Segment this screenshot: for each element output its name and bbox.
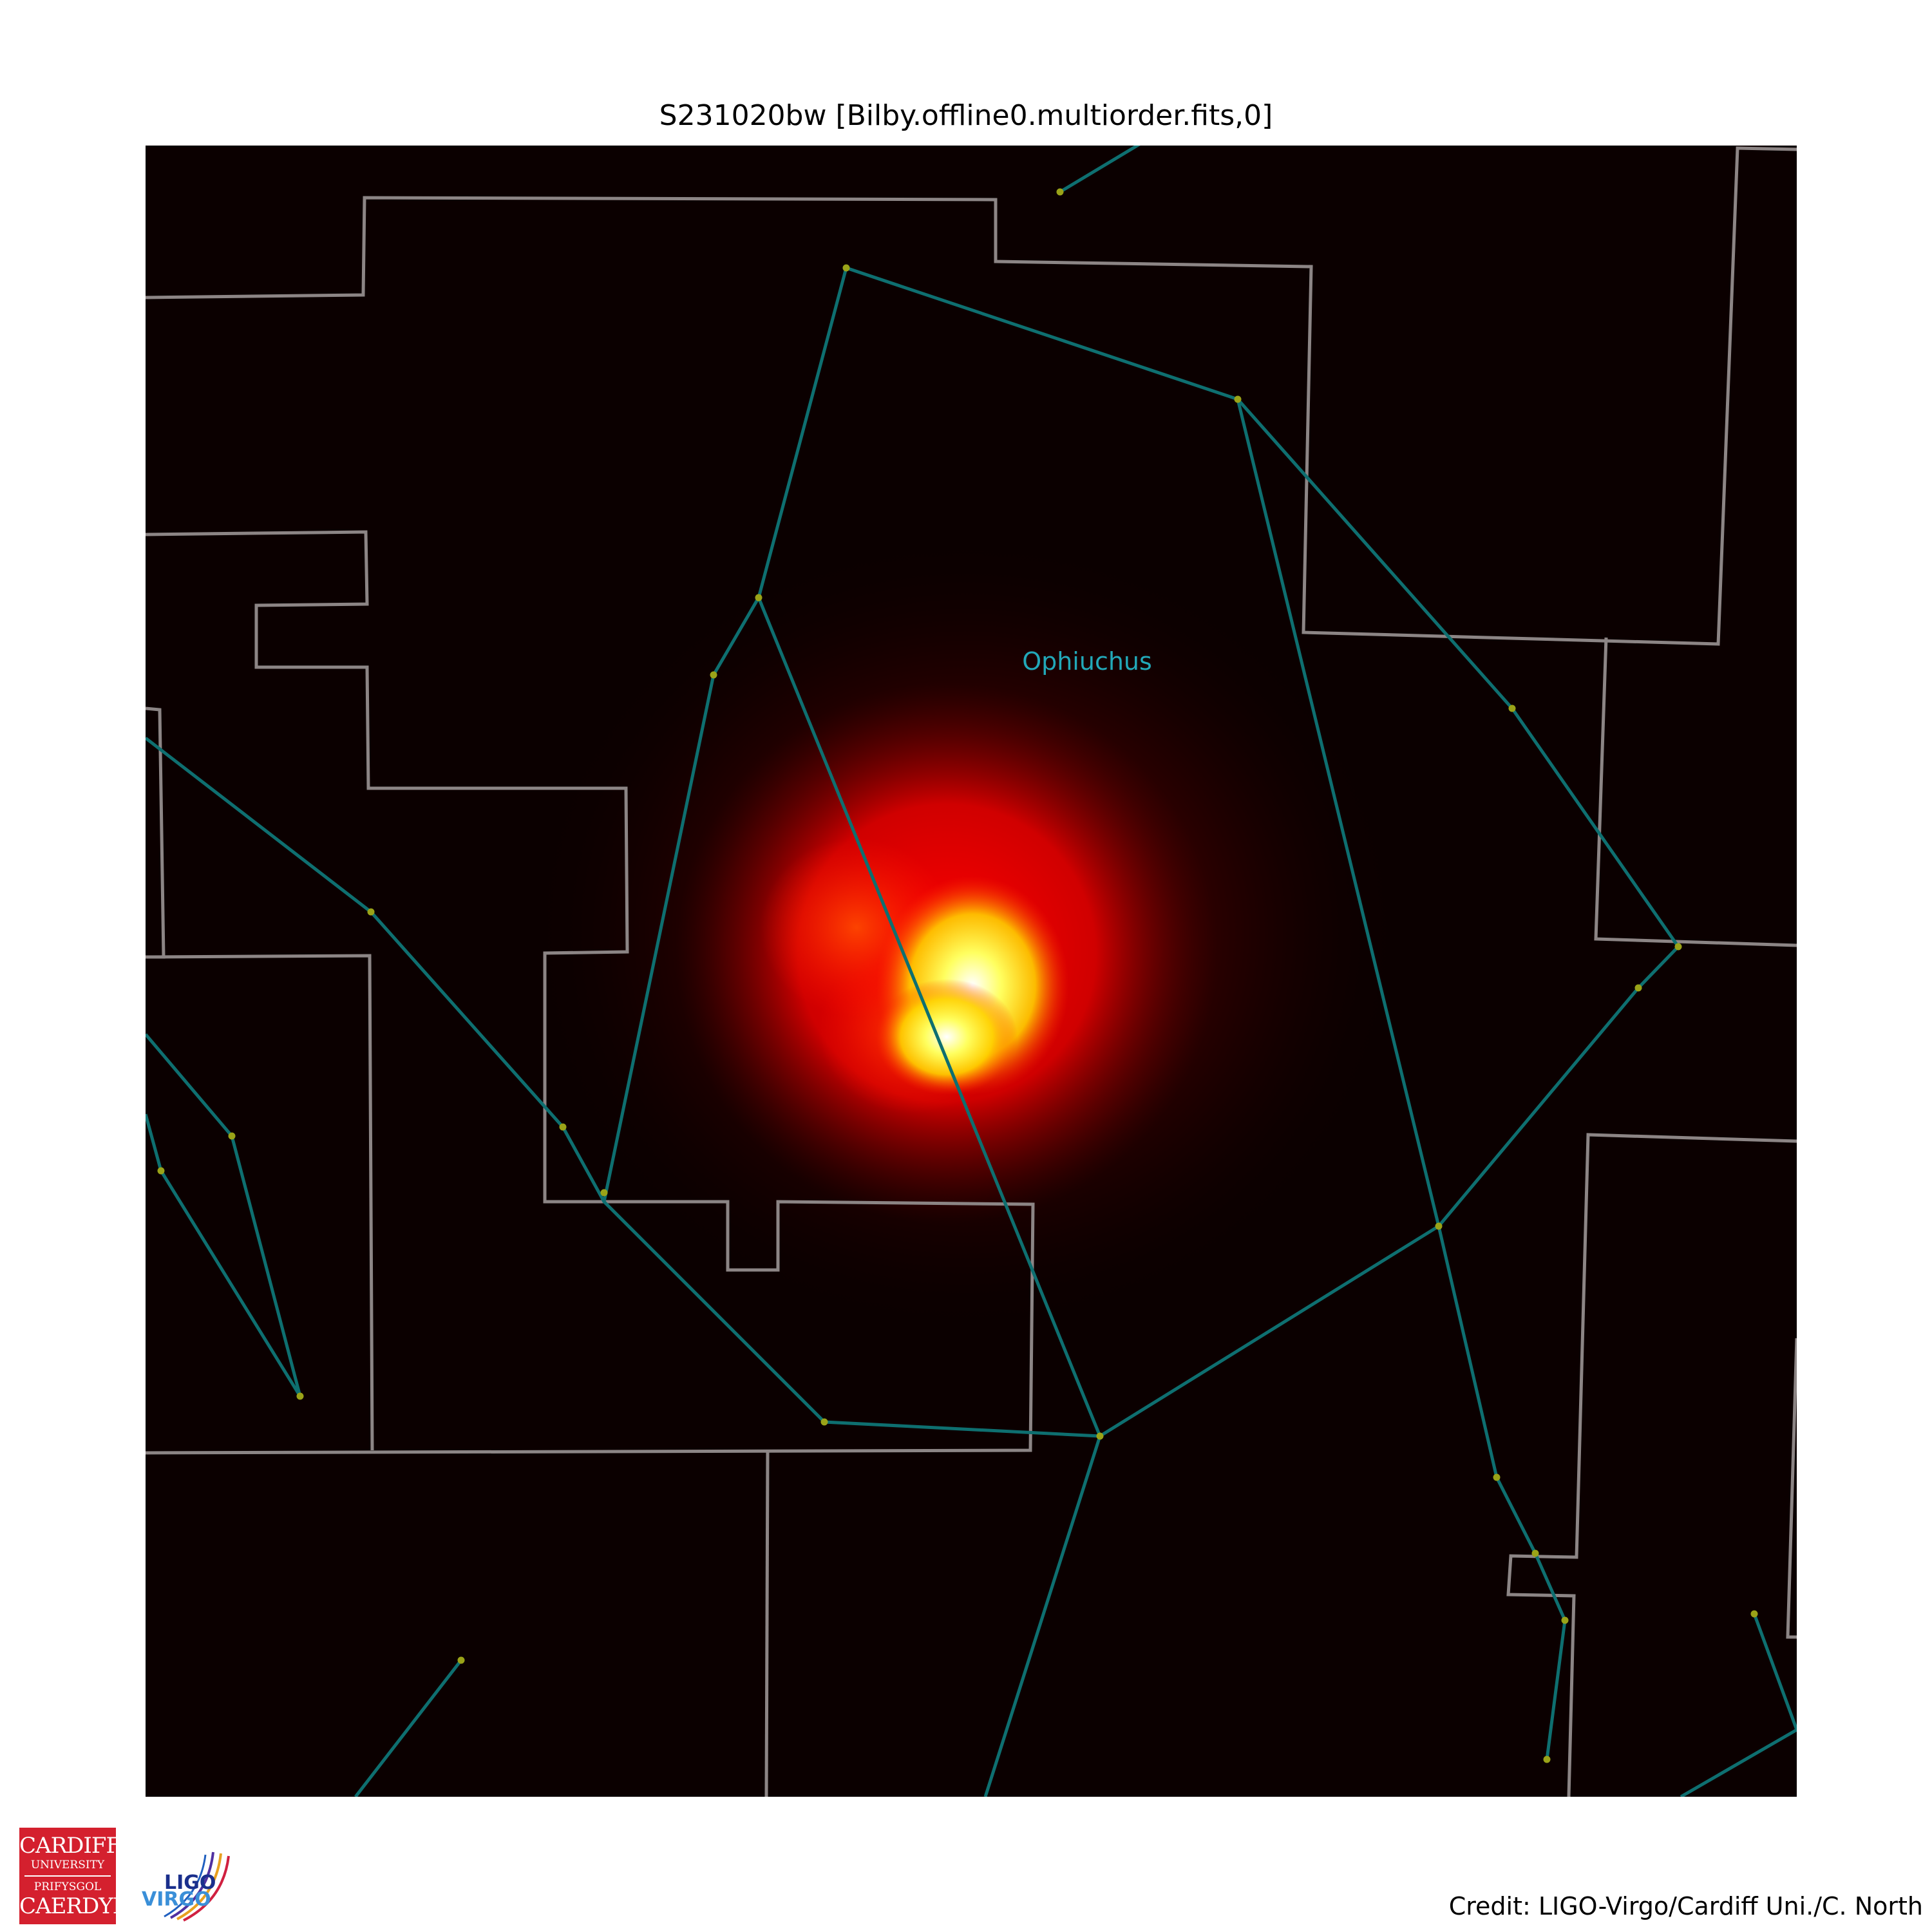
map-title: S231020bw [Bilby.offline0.multiorder.fit… <box>659 99 1273 132</box>
virgo-text: VIRGO <box>142 1888 211 1911</box>
credit-text: Credit: LIGO-Virgo/Cardiff Uni./C. North <box>1448 1892 1923 1920</box>
cardiff-university-logo: CARDIFF UNIVERSITY PRIFYSGOL CAERDYD <box>19 1828 130 1924</box>
logo-text: CAERDYD <box>19 1893 130 1919</box>
ligo-wave-icon <box>164 1852 230 1922</box>
logo-text: PRIFYSGOL <box>33 1880 102 1893</box>
logo-divider <box>24 1875 111 1877</box>
stars <box>157 188 1758 1763</box>
ligo-text: LIGO <box>164 1871 216 1894</box>
probability-heatmap <box>528 535 1404 1333</box>
ligo-virgo-logo: LIGO VIRGO <box>138 1847 232 1924</box>
logo-text: UNIVERSITY <box>30 1859 105 1871</box>
constellation-label-ophiuchus: Ophiuchus <box>1022 647 1152 676</box>
logo-text: CARDIFF <box>19 1833 121 1859</box>
constellation-boundaries <box>146 146 1797 1797</box>
